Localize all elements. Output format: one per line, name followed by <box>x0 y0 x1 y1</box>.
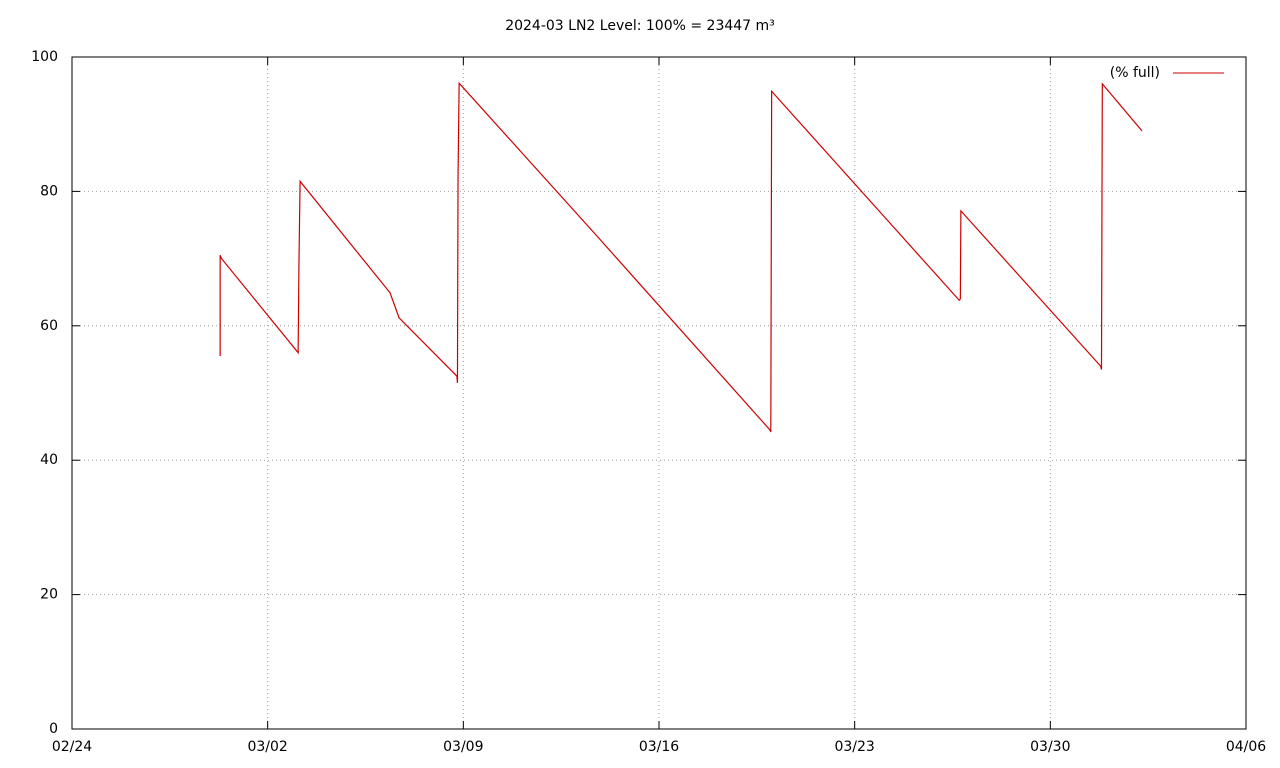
x-tick-label: 02/24 <box>52 739 92 755</box>
x-tick-label: 04/06 <box>1226 739 1266 755</box>
data-line <box>219 81 1143 433</box>
y-tick-label: 80 <box>40 183 58 199</box>
x-tick-label: 03/16 <box>639 739 679 755</box>
plot-frame <box>71 56 1247 730</box>
y-tick-label: 0 <box>49 721 58 737</box>
legend-label: (% full) <box>1110 65 1160 81</box>
x-tick-label: 03/23 <box>834 739 874 755</box>
y-tick-label: 20 <box>40 587 58 603</box>
y-tick-label: 60 <box>40 318 58 334</box>
y-tick-label: 100 <box>31 49 58 65</box>
chart-title: 2024-03 LN2 Level: 100% = 23447 m³ <box>505 18 775 34</box>
y-tick-label: 40 <box>40 452 58 468</box>
x-tick-label: 03/30 <box>1030 739 1070 755</box>
x-tick-label: 03/09 <box>443 739 483 755</box>
x-tick-label: 03/02 <box>247 739 287 755</box>
